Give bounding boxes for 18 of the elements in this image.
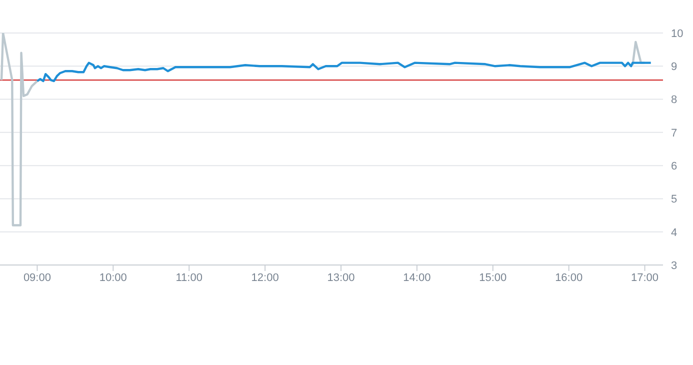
y-tick-label: 5 xyxy=(671,194,678,206)
x-tick-label: 15:00 xyxy=(479,272,507,284)
x-tick-label: 14:00 xyxy=(403,272,431,284)
y-tick-label: 7 xyxy=(671,127,678,140)
x-tick-label: 10:00 xyxy=(99,272,127,284)
x-tick-label: 12:00 xyxy=(251,272,279,284)
x-tick-label: 17:00 xyxy=(631,272,659,284)
y-tick-label: 6 xyxy=(671,160,678,172)
x-tick-label: 16:00 xyxy=(555,272,583,284)
x-tick-label: 09:00 xyxy=(23,272,51,284)
y-tick-label: 3 xyxy=(671,260,678,272)
y-tick-label: 9 xyxy=(671,61,678,74)
y-tick-label: 8 xyxy=(671,94,678,106)
x-tick-label: 13:00 xyxy=(327,272,355,284)
x-tick-label: 11:00 xyxy=(176,272,202,284)
y-tick-label: 4 xyxy=(671,226,678,239)
y-tick-label: 10 xyxy=(671,28,684,40)
line-series xyxy=(36,62,652,82)
